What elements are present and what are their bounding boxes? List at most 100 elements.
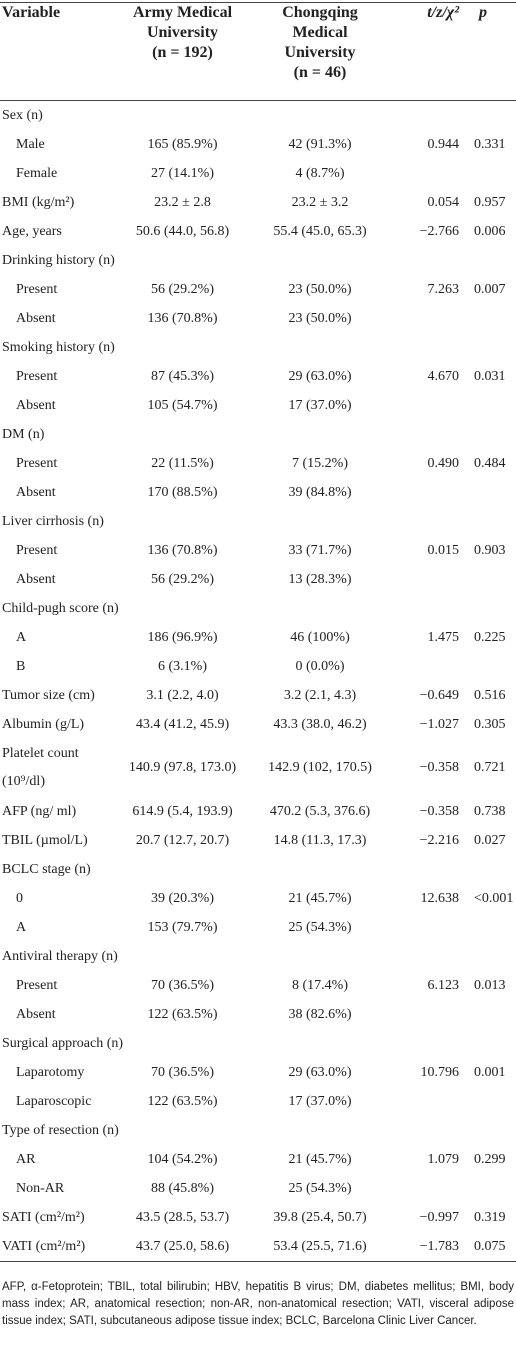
statistic: −0.358 — [419, 803, 459, 819]
chongqing-value: 46 (100%) — [290, 629, 350, 645]
p-value: 0.001 — [474, 1064, 506, 1080]
level-row: Present 22 (11.5%) 7 (15.2%) 0.490 0.484 — [0, 449, 516, 478]
statistic: −0.358 — [419, 760, 459, 775]
p-value — [465, 246, 516, 275]
p-value: 0.319 — [474, 1209, 506, 1225]
army-value: 6 (3.1%) — [158, 658, 207, 674]
chongqing-value: 55.4 (45.0, 65.3) — [273, 223, 367, 239]
variable-row: Sex (n) — [0, 101, 516, 131]
statistic: 6.123 — [427, 977, 460, 993]
header-line: (n = 46) — [293, 64, 347, 81]
statistic: 10.796 — [420, 1064, 460, 1080]
army-value — [120, 101, 245, 131]
p-value: 0.484 — [474, 455, 506, 471]
level-row: Laparoscopic 122 (63.5%) 17 (37.0%) — [0, 1087, 516, 1116]
chongqing-value — [245, 246, 395, 275]
header-line: Medical — [292, 24, 348, 41]
row-label: Male — [16, 136, 45, 152]
row-label: TBIL (µmol/L) — [2, 832, 88, 848]
level-row: B 6 (3.1%) 0 (0.0%) — [0, 652, 516, 681]
chongqing-value — [245, 101, 395, 131]
statistic — [395, 333, 465, 362]
row-label: Smoking history (n) — [2, 339, 115, 355]
army-value — [120, 333, 245, 362]
row-label: Female — [16, 165, 58, 181]
variable-row: Surgical approach (n) — [0, 1029, 516, 1058]
p-value: 0.225 — [474, 629, 506, 645]
p-value: 0.031 — [474, 368, 506, 384]
chongqing-value: 21 (45.7%) — [288, 890, 352, 906]
statistic: 0.054 — [427, 194, 460, 210]
p-value — [465, 507, 516, 536]
chongqing-value: 53.4 (25.5, 71.6) — [245, 1232, 395, 1262]
p-value — [465, 565, 516, 594]
row-label: Platelet count (10⁹/dl) — [2, 746, 79, 789]
chongqing-value — [245, 507, 395, 536]
statistic — [395, 1174, 465, 1203]
row-label: Laparoscopic — [16, 1093, 92, 1109]
army-value: 153 (79.7%) — [147, 919, 218, 935]
statistic: 1.079 — [427, 1151, 460, 1167]
variable-row: Albumin (g/L) 43.4 (41.2, 45.9) 43.3 (38.0… — [0, 710, 516, 739]
army-value — [120, 942, 245, 971]
row-label: A — [16, 629, 27, 645]
variable-row: SATI (cm²/m²) 43.5 (28.5, 53.7) 39.8 (25.4… — [0, 1203, 516, 1232]
army-value: 88 (45.8%) — [151, 1180, 214, 1196]
footnote: AFP, α-Fetoprotein; TBIL, total bilirubi… — [2, 1281, 514, 1327]
chongqing-value: 25 (54.3%) — [288, 1180, 352, 1196]
p-value — [465, 594, 516, 623]
table-body: Sex (n) Male 165 (85.9%) 42 (91.3%) 0.944 0.3… — [0, 101, 516, 1262]
chongqing-value: 17 (37.0%) — [288, 1093, 352, 1109]
row-label: Age, years — [2, 223, 62, 239]
level-row: Absent 136 (70.8%) 23 (50.0%) — [0, 304, 516, 333]
p-value — [465, 1116, 516, 1145]
army-value — [120, 1029, 245, 1058]
statistic — [395, 246, 465, 275]
army-value — [120, 420, 245, 449]
row-label: Absent — [16, 571, 56, 587]
chongqing-value: 29 (63.0%) — [288, 1064, 352, 1080]
level-row: Male 165 (85.9%) 42 (91.3%) 0.944 0.331 — [0, 130, 516, 159]
variable-row: Platelet count (10⁹/dl) 140.9 (97.8, 173.… — [0, 739, 516, 797]
p-value — [465, 333, 516, 362]
army-value: 22 (11.5%) — [151, 455, 214, 471]
army-value: 104 (54.2%) — [147, 1151, 218, 1167]
army-value: 136 (70.8%) — [147, 542, 218, 558]
chongqing-value: 4 (8.7%) — [295, 165, 345, 181]
statistic — [395, 594, 465, 623]
p-value: 0.331 — [474, 136, 506, 152]
army-value — [120, 855, 245, 884]
chongqing-value: 42 (91.3%) — [288, 136, 352, 152]
army-value — [120, 246, 245, 275]
chongqing-value: 29 (63.0%) — [288, 368, 352, 384]
chongqing-value — [245, 594, 395, 623]
p-value — [465, 913, 516, 942]
army-value: 105 (54.7%) — [147, 397, 218, 413]
chongqing-value: 8 (17.4%) — [292, 977, 348, 993]
chongqing-value: 23.2 ± 3.2 — [291, 194, 349, 210]
level-row: AR 104 (54.2%) 21 (45.7%) 1.079 0.299 — [0, 1145, 516, 1174]
p-value: 0.006 — [474, 223, 506, 239]
level-row: A 153 (79.7%) 25 (54.3%) — [0, 913, 516, 942]
chongqing-value: 0 (0.0%) — [295, 658, 345, 674]
row-label: Drinking history (n) — [2, 252, 115, 268]
variable-row: Child-pugh score (n) — [0, 594, 516, 623]
statistic: 12.638 — [420, 890, 460, 906]
variable-row: DM (n) — [0, 420, 516, 449]
p-value: 0.075 — [465, 1232, 516, 1262]
row-label: B — [16, 658, 26, 674]
p-value: <0.001 — [474, 890, 514, 906]
chongqing-value: 13 (28.3%) — [288, 571, 352, 587]
statistic: 1.475 — [427, 629, 460, 645]
level-row: 0 39 (20.3%) 21 (45.7%) 12.638 <0.001 — [0, 884, 516, 913]
variable-row: Type of resection (n) — [0, 1116, 516, 1145]
header-line: Army Medical — [132, 4, 233, 21]
chongqing-value: 39 (84.8%) — [288, 484, 352, 500]
level-row: Present 87 (45.3%) 29 (63.0%) 4.670 0.031 — [0, 362, 516, 391]
level-row: Absent 105 (54.7%) 17 (37.0%) — [0, 391, 516, 420]
statistic: −2.216 — [419, 832, 459, 848]
variable-row: AFP (ng/ ml) 614.9 (5.4, 193.9) 470.2 (5.3… — [0, 797, 516, 826]
row-label: Present — [16, 455, 58, 471]
army-value: 87 (45.3%) — [151, 368, 214, 384]
